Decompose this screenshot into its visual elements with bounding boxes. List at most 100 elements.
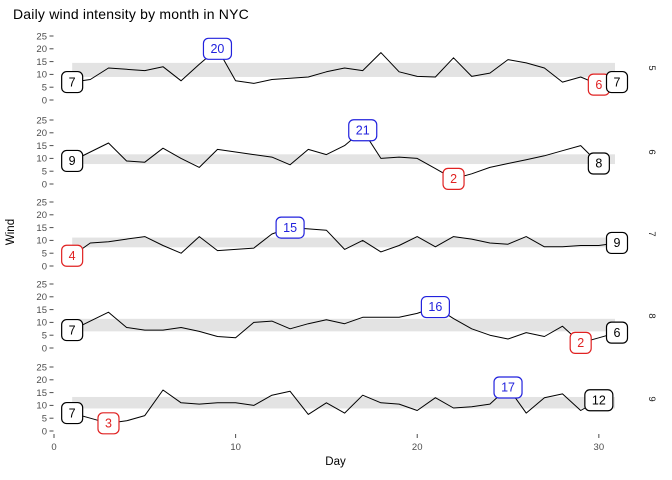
min-value-label	[442, 167, 465, 190]
max-label-text: 15	[283, 221, 297, 235]
wind-line	[71, 227, 618, 257]
y-tick-label: 10	[36, 154, 47, 165]
y-tick-label: 20	[36, 292, 47, 303]
facet-panel-month-5	[49, 35, 629, 101]
facet-panel-month-6	[49, 119, 615, 190]
reference-band	[72, 62, 615, 77]
y-tick-label: 5	[42, 167, 47, 178]
last-label-text: 9	[614, 236, 621, 250]
x-tick-label: 0	[51, 442, 56, 453]
max-label-box	[202, 37, 233, 60]
y-tick-label: 20	[36, 210, 47, 221]
first-label-box	[61, 149, 84, 173]
y-tick-label: 25	[36, 362, 47, 373]
max-label-box	[420, 295, 450, 319]
reference-band	[72, 237, 615, 248]
first-value-label	[61, 70, 84, 94]
min-label-text: 2	[450, 172, 457, 186]
max-value-label	[420, 295, 450, 319]
reference-band	[72, 154, 615, 165]
y-tick-label: 5	[42, 249, 47, 260]
facet-panel-month-9	[49, 366, 615, 435]
first-label-text: 7	[69, 323, 76, 337]
min-label-text: 4	[69, 249, 76, 263]
y-tick-label: 25	[36, 279, 47, 290]
x-tick-label: 10	[230, 442, 241, 453]
first-value-label	[61, 149, 84, 173]
min-label-text: 6	[595, 78, 602, 92]
y-tick-label: 15	[36, 305, 47, 316]
max-value-label	[202, 37, 233, 60]
wind-line	[72, 48, 618, 86]
last-label-box	[587, 152, 610, 175]
y-tick-label: 10	[36, 401, 47, 412]
facet-panel-month-7	[49, 201, 629, 267]
last-label-box	[605, 231, 629, 255]
first-label-box	[61, 401, 84, 425]
last-label-text: 6	[614, 326, 621, 340]
y-tick-label: 0	[42, 261, 47, 272]
reference-band	[72, 318, 615, 332]
last-value-label	[587, 152, 610, 175]
first-label-box	[61, 70, 84, 94]
last-label-box	[584, 389, 614, 412]
facet-strip-label: 8	[646, 313, 657, 318]
first-label-box	[61, 318, 84, 342]
last-label-box	[605, 321, 629, 344]
y-tick-label: 25	[36, 115, 47, 126]
max-value-label	[493, 376, 523, 399]
y-tick-label: 0	[42, 343, 47, 354]
reference-band	[72, 396, 615, 409]
y-tick-label: 15	[36, 223, 47, 234]
max-label-text: 17	[501, 381, 515, 395]
facet-panel-month-8	[49, 283, 629, 354]
y-tick-label: 10	[36, 236, 47, 247]
y-tick-label: 5	[42, 83, 47, 94]
min-label-box	[569, 331, 592, 354]
max-label-text: 20	[210, 42, 224, 56]
last-value-label	[605, 321, 629, 344]
first-value-label	[61, 401, 84, 425]
max-label-text: 21	[356, 123, 370, 137]
x-axis-title: Day	[325, 456, 346, 468]
facet-strip-label: 5	[646, 65, 657, 70]
y-tick-label: 25	[36, 197, 47, 208]
max-value-label	[275, 216, 305, 239]
max-value-label	[348, 119, 378, 142]
y-tick-label: 20	[36, 44, 47, 55]
y-tick-label: 0	[42, 95, 47, 106]
first-label-text: 9	[69, 154, 76, 168]
last-label-text: 7	[614, 75, 621, 89]
y-tick-label: 20	[36, 375, 47, 386]
last-value-label	[584, 389, 614, 412]
y-tick-label: 20	[36, 128, 47, 139]
min-value-label	[61, 244, 84, 267]
x-tick-label: 30	[594, 442, 605, 453]
last-label-text: 8	[595, 157, 602, 171]
min-label-box	[61, 244, 84, 267]
last-value-label	[605, 231, 629, 255]
min-label-text: 2	[577, 336, 584, 350]
min-label-box	[97, 412, 120, 435]
y-tick-label: 5	[42, 331, 47, 342]
y-tick-label: 15	[36, 141, 47, 152]
min-value-label	[97, 412, 120, 435]
y-tick-label: 5	[42, 414, 47, 425]
wind-line	[71, 129, 600, 180]
last-label-box	[605, 70, 629, 94]
max-label-box	[348, 119, 378, 142]
y-tick-label: 15	[36, 57, 47, 68]
first-label-text: 7	[69, 406, 76, 420]
facet-strip-label: 6	[646, 149, 657, 154]
first-value-label	[61, 318, 84, 342]
y-tick-label: 0	[42, 426, 47, 437]
min-value-label	[569, 331, 592, 354]
wind-line	[71, 306, 618, 344]
max-label-box	[275, 216, 305, 239]
last-label-text: 12	[592, 393, 606, 407]
x-tick-label: 20	[412, 442, 423, 453]
min-label-box	[442, 167, 465, 190]
facet-strip-label: 7	[646, 231, 657, 236]
